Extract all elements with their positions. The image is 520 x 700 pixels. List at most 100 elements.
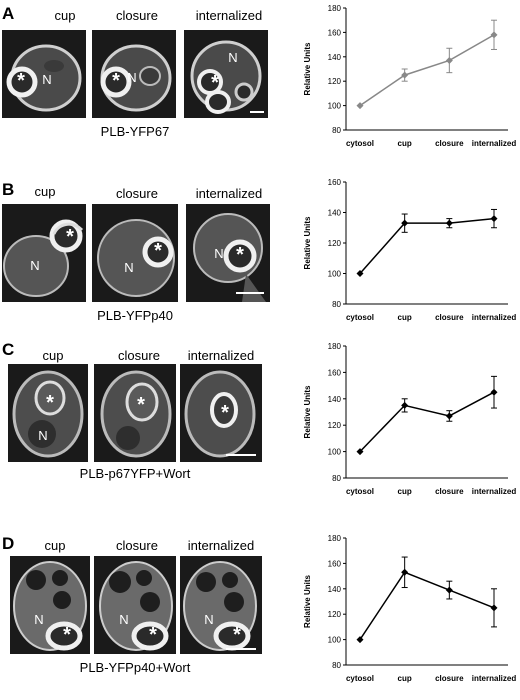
data-point [445, 412, 453, 420]
y-tick-label: 160 [328, 28, 342, 37]
y-tick-label: 80 [332, 661, 341, 670]
star-mark: * [112, 70, 120, 92]
nucleus-mark: N [34, 612, 44, 627]
x-tick-label: internalized [472, 674, 517, 683]
x-tick-label: cytosol [346, 313, 374, 322]
series-line [359, 571, 495, 641]
y-axis-label: Relative Units [303, 42, 312, 95]
x-tick-label: closure [435, 313, 464, 322]
micrograph-internalized [180, 364, 262, 462]
y-tick-label: 100 [328, 270, 342, 279]
y-tick-label: 100 [328, 102, 342, 111]
panel-caption: PLB-YFPp40 [97, 308, 173, 323]
nucleus-mark: N [119, 612, 129, 627]
nucleus-mark: N [214, 246, 224, 261]
image-label-internalized: internalized [195, 8, 263, 23]
y-axis-label: Relative Units [303, 216, 312, 269]
nucleus-mark: N [42, 72, 52, 87]
star-mark: * [137, 394, 145, 416]
image-label-closure: closure [116, 8, 158, 23]
star-mark: * [221, 402, 229, 424]
data-point [356, 448, 364, 456]
x-tick-label: internalized [472, 139, 517, 148]
chart-a: 80 100 120 140 160 180 Relative Units cytosol cu… [296, 0, 520, 160]
chart-d: 80 100 120 140 160 180 Relative Units cytosol cu… [296, 530, 520, 695]
micrograph-cup [2, 30, 86, 118]
chart-svg: 80 100 120 140 160 180 Relative Units cytosol cu… [303, 534, 517, 683]
series-line [359, 34, 495, 107]
y-tick-label: 80 [332, 474, 341, 483]
scale-bar [226, 648, 256, 650]
y-tick-label: 180 [328, 342, 342, 351]
panel-letter: D [2, 534, 15, 553]
data-point [356, 102, 364, 110]
data-point [401, 71, 409, 79]
y-tick-label: 80 [332, 300, 341, 309]
nucleus-mark: N [124, 260, 134, 275]
image-label-closure: closure [118, 348, 160, 363]
micrograph-internalized [180, 556, 262, 654]
x-tick-label: cup [398, 487, 412, 496]
chart-b: 80 100 120 140 160 Relative Units cytosol cup cl… [296, 174, 520, 334]
nucleus-mark: N [204, 612, 214, 627]
data-point [490, 31, 498, 39]
image-label-closure: closure [116, 538, 158, 553]
panel-d: D cup closure internalized * N * N * N P… [0, 530, 520, 695]
panel-caption: PLB-p67YFP+Wort [79, 466, 191, 481]
chart-svg: 80 100 120 140 160 180 Relative Units cytosol cu… [303, 4, 517, 148]
star-mark: * [17, 70, 25, 92]
data-point [401, 219, 409, 227]
x-tick-label: closure [435, 674, 464, 683]
x-tick-label: internalized [472, 313, 517, 322]
star-mark: * [211, 72, 219, 94]
data-point [356, 270, 364, 277]
y-tick-label: 160 [328, 368, 342, 377]
micrograph-internalized [186, 204, 270, 302]
star-mark: * [154, 240, 162, 262]
y-tick-label: 120 [328, 610, 342, 619]
x-tick-label: cytosol [346, 674, 374, 683]
y-tick-label: 80 [332, 126, 341, 135]
nucleus-mark: N [127, 70, 137, 85]
image-label-internalized: internalized [187, 538, 255, 553]
nucleus-mark: N [30, 258, 40, 273]
y-tick-label: 100 [328, 448, 342, 457]
image-label-closure: closure [116, 186, 158, 201]
micrograph-closure [92, 30, 176, 118]
micrograph-closure [94, 556, 176, 654]
micrograph-closure [94, 364, 176, 462]
micrograph-closure [92, 204, 178, 302]
series-line [359, 217, 495, 274]
y-tick-label: 160 [328, 178, 342, 187]
image-label-internalized: internalized [195, 186, 263, 201]
micrograph-cup [10, 556, 90, 654]
image-label-cup: cup [54, 8, 76, 23]
x-tick-label: cup [398, 139, 412, 148]
x-tick-label: cup [398, 674, 412, 683]
panel-c: C cup closure internalized * N * * PLB-p… [0, 338, 520, 508]
y-axis-label: Relative Units [303, 385, 312, 438]
x-tick-label: closure [435, 487, 464, 496]
data-point [401, 401, 409, 409]
y-tick-label: 140 [328, 53, 342, 62]
chart-c: 80 100 120 140 160 180 Relative Units cytosol cu… [296, 338, 520, 508]
star-mark: * [236, 244, 244, 266]
nucleus-mark: N [38, 428, 48, 443]
y-tick-label: 180 [328, 534, 342, 543]
micrograph-internalized [184, 30, 268, 118]
data-point [445, 219, 453, 227]
micrograph-cup [8, 364, 88, 462]
scale-bar [226, 454, 256, 456]
image-label-internalized: internalized [187, 348, 255, 363]
y-tick-label: 120 [328, 421, 342, 430]
y-tick-label: 100 [328, 636, 342, 645]
star-mark: * [66, 226, 74, 248]
nucleus-mark: N [228, 50, 238, 65]
x-tick-label: cytosol [346, 139, 374, 148]
star-mark: * [149, 624, 157, 646]
panel-letter: C [2, 340, 15, 359]
data-point [445, 586, 453, 594]
x-tick-label: closure [435, 139, 464, 148]
panel-b: B cup closure internalized * N * N * N P… [0, 174, 520, 334]
image-label-cup: cup [42, 348, 64, 363]
